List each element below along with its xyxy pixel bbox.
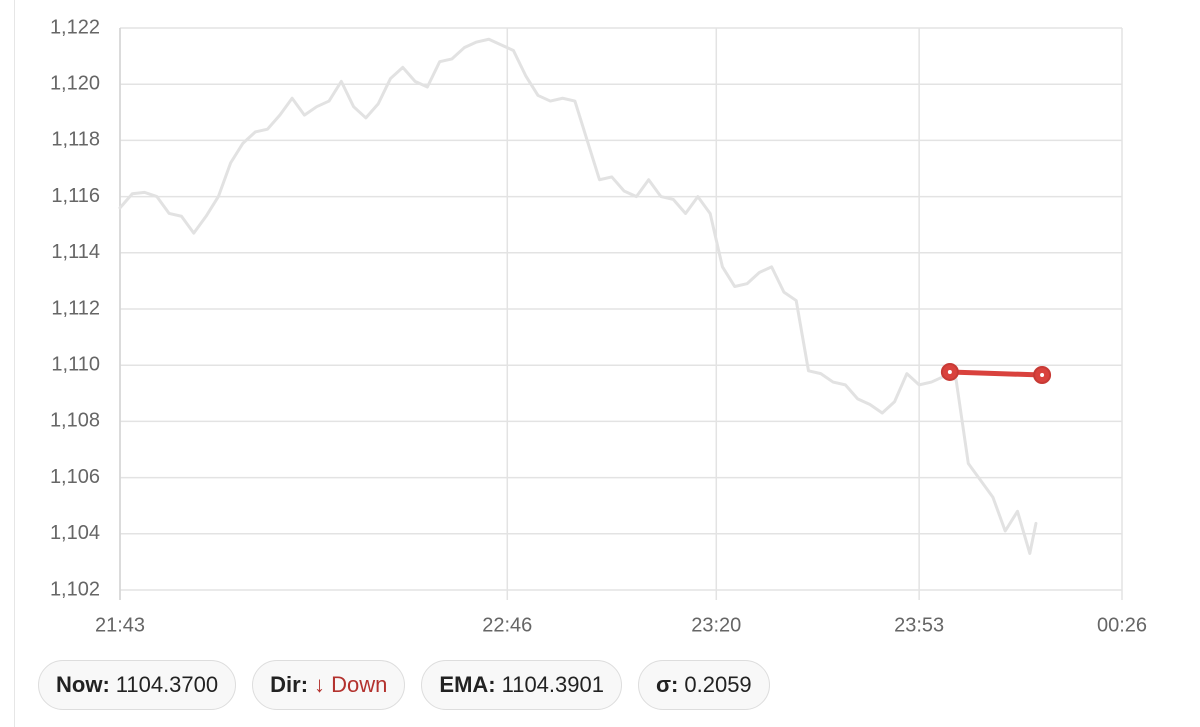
stat-label: Dir: <box>270 672 309 697</box>
y-tick-label: 1,122 <box>50 16 100 38</box>
y-tick-label: 1,120 <box>50 72 100 94</box>
stat-value: ↓ Down <box>314 672 388 697</box>
y-tick-label: 1,102 <box>50 578 100 600</box>
stat-value: 1104.3901 <box>501 672 604 697</box>
stat-value: 1104.3700 <box>115 672 219 697</box>
x-tick-label: 23:20 <box>691 614 741 636</box>
x-tick-label: 23:53 <box>894 614 944 636</box>
stat-label: Now: <box>56 672 110 697</box>
stat-label: σ: <box>655 672 679 697</box>
y-tick-label: 1,114 <box>51 241 100 263</box>
y-tick-label: 1,116 <box>51 185 100 207</box>
y-tick-label: 1,112 <box>51 297 100 319</box>
y-tick-label: 1,108 <box>50 410 100 432</box>
stat-pill: Dir: ↓ Down <box>252 660 406 710</box>
point-center <box>1040 373 1045 378</box>
y-tick-label: 1,104 <box>50 522 100 544</box>
stat-value: 0.2059 <box>684 672 752 697</box>
x-tick-label: 00:26 <box>1097 614 1147 636</box>
y-tick-label: 1,118 <box>51 129 100 151</box>
stat-pill: Now: 1104.3700 <box>38 660 237 710</box>
x-tick-label: 21:43 <box>95 614 145 636</box>
y-tick-label: 1,106 <box>50 466 100 488</box>
stats-bar: Now: 1104.3700 Dir: ↓ Down EMA: 1104.3901 σ: 0.… <box>38 660 770 710</box>
y-tick-label: 1,110 <box>51 353 100 375</box>
series-line <box>947 369 1045 378</box>
container-edge <box>14 0 15 727</box>
series-line <box>118 37 1038 555</box>
stat-pill: EMA: 1104.3901 <box>421 660 622 710</box>
stat-label: EMA: <box>439 672 496 697</box>
stat-pill: σ: 0.2059 <box>637 660 770 710</box>
chart: 1,102 1,104 1,106 1,108 1,110 1,112 1,114 1,116… <box>50 16 1147 636</box>
point-center <box>947 369 952 374</box>
x-tick-label: 22:46 <box>482 614 532 636</box>
